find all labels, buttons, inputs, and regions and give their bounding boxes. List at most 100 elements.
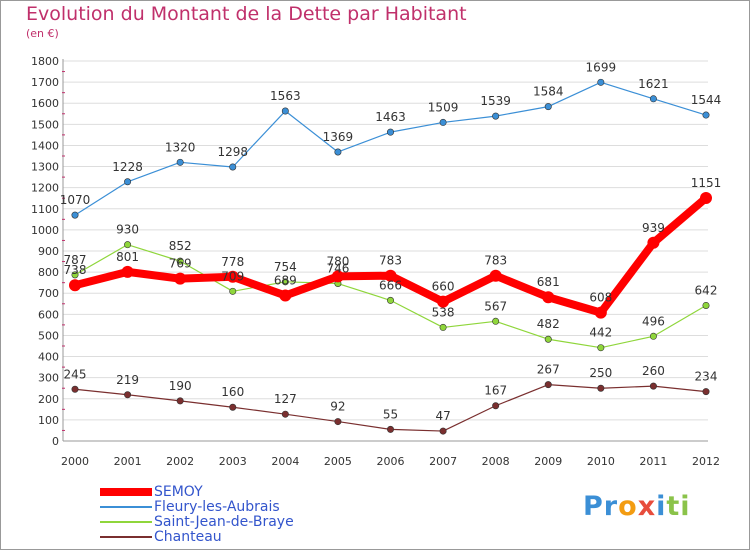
y-tick-label: 500: [38, 329, 59, 342]
data-label: 1228: [112, 160, 143, 174]
y-tick-label: 1400: [31, 139, 59, 152]
data-point: [281, 107, 289, 115]
data-point: [597, 78, 605, 86]
data-label: 92: [330, 400, 345, 414]
y-tick-label: 1600: [31, 97, 59, 110]
y-tick-label: 1100: [31, 203, 59, 216]
data-point: [176, 158, 184, 166]
data-label: 1151: [691, 176, 722, 190]
legend-label: Chanteau: [154, 529, 222, 545]
data-point: [702, 388, 710, 396]
y-tick-label: 1000: [31, 224, 59, 237]
data-label: 660: [432, 280, 455, 294]
chart-subtitle: (en €): [26, 27, 59, 40]
chart-title: Evolution du Montant de la Dette par Hab…: [26, 3, 467, 25]
data-label: 538: [432, 305, 455, 319]
data-point: [386, 296, 394, 304]
x-tick-label: 2010: [587, 455, 615, 468]
data-point: [544, 335, 552, 343]
data-label: 160: [221, 385, 244, 399]
x-tick-label: 2009: [534, 455, 562, 468]
data-label: 1563: [270, 89, 301, 103]
data-point: [226, 270, 239, 283]
data-label: 746: [326, 262, 349, 276]
data-point: [229, 287, 237, 295]
x-tick-label: 2011: [639, 455, 667, 468]
data-label: 769: [169, 257, 192, 271]
y-tick-label: 100: [38, 414, 59, 427]
data-label: 1070: [60, 193, 91, 207]
data-label: 783: [379, 254, 402, 268]
data-label: 234: [695, 370, 718, 384]
data-point: [279, 289, 292, 302]
data-point: [174, 272, 187, 285]
data-label: 482: [537, 317, 560, 331]
data-label: 245: [64, 367, 87, 381]
y-tick-label: 700: [38, 287, 59, 300]
data-label: 267: [537, 363, 560, 377]
data-point: [121, 265, 134, 278]
y-tick-label: 1300: [31, 161, 59, 174]
data-label: 1298: [217, 145, 248, 159]
data-label: 55: [383, 407, 398, 421]
data-point: [647, 236, 660, 249]
data-point: [281, 410, 289, 418]
logo-letter: x: [637, 491, 657, 522]
data-label: 496: [642, 314, 665, 328]
data-point: [384, 269, 397, 282]
data-label: 666: [379, 278, 402, 292]
logo-letter: r: [603, 491, 619, 522]
y-tick-label: 400: [38, 351, 59, 364]
legend-swatch: [100, 488, 152, 496]
data-label: 1699: [586, 60, 617, 74]
data-label: 642: [695, 283, 718, 297]
y-tick-label: 900: [38, 245, 59, 258]
data-point: [597, 344, 605, 352]
data-point: [176, 397, 184, 405]
data-point: [649, 332, 657, 340]
data-label: 738: [64, 263, 87, 277]
data-point: [594, 306, 607, 319]
data-point: [492, 317, 500, 325]
data-label: 127: [274, 392, 297, 406]
data-point: [334, 148, 342, 156]
logo-letter: P: [583, 491, 604, 522]
data-point: [489, 269, 502, 282]
data-label: 780: [326, 254, 349, 268]
data-label: 567: [484, 299, 507, 313]
legend-label: SEMOY: [154, 484, 203, 500]
data-label: 787: [64, 253, 87, 267]
x-tick-label: 2008: [482, 455, 510, 468]
data-label: 1539: [480, 94, 511, 108]
legend: SEMOY Fleury-les-Aubrais Saint-Jean-de-Bra…: [100, 484, 360, 545]
data-point: [229, 163, 237, 171]
x-tick-label: 2003: [219, 455, 247, 468]
data-label: 709: [221, 269, 244, 283]
data-label: 608: [589, 291, 612, 305]
x-tick-label: 2006: [377, 455, 405, 468]
x-tick-label: 2005: [324, 455, 352, 468]
y-tick-label: 1500: [31, 118, 59, 131]
data-label: 1584: [533, 85, 564, 99]
data-label: 250: [589, 366, 612, 380]
data-point: [334, 418, 342, 426]
data-label: 852: [169, 239, 192, 253]
data-label: 260: [642, 364, 665, 378]
y-tick-label: 1200: [31, 182, 59, 195]
data-label: 1463: [375, 110, 406, 124]
legend-item: Fleury-les-Aubrais: [100, 499, 360, 515]
data-point: [439, 118, 447, 126]
data-label: 1621: [638, 77, 669, 91]
data-point: [649, 95, 657, 103]
data-label: 1509: [428, 100, 459, 114]
data-point: [544, 103, 552, 111]
y-tick-label: 1700: [31, 76, 59, 89]
x-tick-label: 2007: [429, 455, 457, 468]
legend-swatch: [100, 536, 152, 538]
data-point: [542, 291, 555, 304]
logo-letter: t: [666, 491, 681, 522]
legend-label: Fleury-les-Aubrais: [154, 499, 280, 515]
data-label: 783: [484, 254, 507, 268]
data-label: 930: [116, 223, 139, 237]
